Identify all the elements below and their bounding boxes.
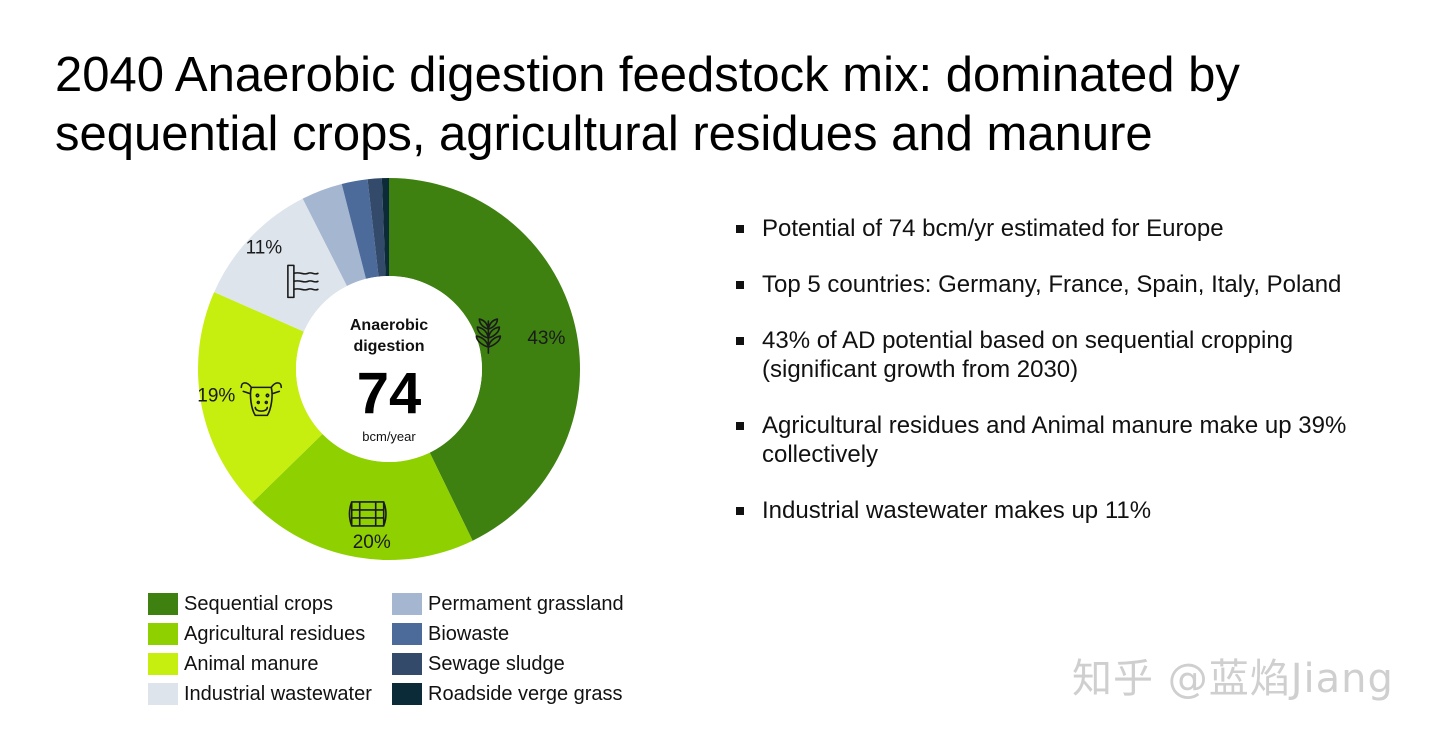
legend-item-animal-manure: Animal manure bbox=[148, 652, 392, 676]
legend-item-industrial-wastewater: Industrial wastewater bbox=[148, 682, 392, 706]
center-unit: bcm/year bbox=[362, 429, 416, 444]
legend-label: Permament grassland bbox=[428, 592, 624, 615]
plant-icon bbox=[475, 318, 502, 354]
center-label-line1: Anaerobic bbox=[350, 317, 428, 334]
watermark: 知乎 @蓝焰Jiang bbox=[1072, 656, 1394, 702]
legend-swatch bbox=[148, 683, 178, 705]
legend-swatch bbox=[148, 653, 178, 675]
slice-label: 20% bbox=[353, 532, 391, 553]
labels-layer: 43% 20% 19% 11% bbox=[197, 237, 565, 553]
slice-sequential-crops bbox=[389, 178, 580, 541]
legend-item-biowaste: Biowaste bbox=[392, 622, 652, 646]
slice-biowaste bbox=[341, 179, 379, 279]
legend-label: Biowaste bbox=[428, 622, 510, 645]
legend-label: Roadside verge grass bbox=[428, 682, 623, 705]
legend-swatch bbox=[148, 593, 178, 615]
bullet-item: Top 5 countries: Germany, France, Spain,… bbox=[736, 270, 1376, 299]
bullet-marker bbox=[736, 507, 744, 515]
bullet-text: Agricultural residues and Animal manure … bbox=[762, 412, 1347, 468]
bullet-text: 43% of AD potential based on sequential … bbox=[762, 327, 1294, 383]
bullet-text: Potential of 74 bcm/yr estimated for Eur… bbox=[762, 215, 1224, 242]
bullet-marker bbox=[736, 422, 744, 430]
bullet-marker bbox=[736, 337, 744, 345]
chart-legend: Sequential crops Permament grassland Agr… bbox=[148, 592, 668, 706]
bullet-marker bbox=[736, 225, 744, 233]
slice-label: 19% bbox=[197, 385, 235, 406]
center-value: 74 bbox=[357, 361, 422, 426]
barrel-icon bbox=[348, 501, 387, 527]
slice-agricultural-residues bbox=[252, 433, 473, 560]
legend-swatch bbox=[392, 683, 422, 705]
legend-label: Sequential crops bbox=[184, 592, 333, 615]
slice-label: 43% bbox=[527, 328, 565, 349]
legend-item-roadside-verge-grass: Roadside verge grass bbox=[392, 682, 652, 706]
slice-industrial-wastewater bbox=[214, 198, 347, 332]
bullet-list: Potential of 74 bcm/yr estimated for Eur… bbox=[736, 214, 1376, 552]
legend-item-sewage-sludge: Sewage sludge bbox=[392, 652, 652, 676]
legend-swatch bbox=[392, 593, 422, 615]
bullet-marker bbox=[736, 281, 744, 289]
bullet-item: Industrial wastewater makes up 11% bbox=[736, 496, 1376, 525]
page-title: 2040 Anaerobic digestion feedstock mix: … bbox=[55, 48, 1240, 161]
cow-icon bbox=[240, 382, 283, 417]
legend-label: Sewage sludge bbox=[428, 652, 565, 675]
bullet-item: Potential of 74 bcm/yr estimated for Eur… bbox=[736, 214, 1376, 243]
slice-animal-manure bbox=[198, 292, 323, 503]
legend-label: Animal manure bbox=[184, 652, 319, 675]
wastewater-icon bbox=[287, 264, 319, 299]
legend-item-sequential-crops: Sequential crops bbox=[148, 592, 392, 616]
slice-sewage-sludge bbox=[367, 178, 386, 277]
legend-label: Industrial wastewater bbox=[184, 682, 372, 705]
legend-swatch bbox=[392, 623, 422, 645]
bullet-item: Agricultural residues and Animal manure … bbox=[736, 411, 1376, 469]
slices-layer bbox=[198, 178, 580, 560]
legend-item-permament-grassland: Permament grassland bbox=[392, 592, 652, 616]
legend-label: Agricultural residues bbox=[184, 622, 366, 645]
slice-label: 11% bbox=[246, 237, 283, 258]
legend-item-agricultural-residues: Agricultural residues bbox=[148, 622, 392, 646]
legend-swatch bbox=[392, 653, 422, 675]
bullet-text: Industrial wastewater makes up 11% bbox=[762, 497, 1152, 524]
slice-roadside-verge-grass bbox=[381, 178, 389, 277]
legend-swatch bbox=[148, 623, 178, 645]
donut-hole bbox=[296, 276, 482, 462]
bullet-item: 43% of AD potential based on sequential … bbox=[736, 326, 1376, 384]
slice-permament-grassland bbox=[302, 183, 366, 287]
center-label-line2: digestion bbox=[353, 338, 424, 355]
bullet-text: Top 5 countries: Germany, France, Spain,… bbox=[762, 271, 1342, 298]
icons-layer bbox=[240, 264, 502, 527]
